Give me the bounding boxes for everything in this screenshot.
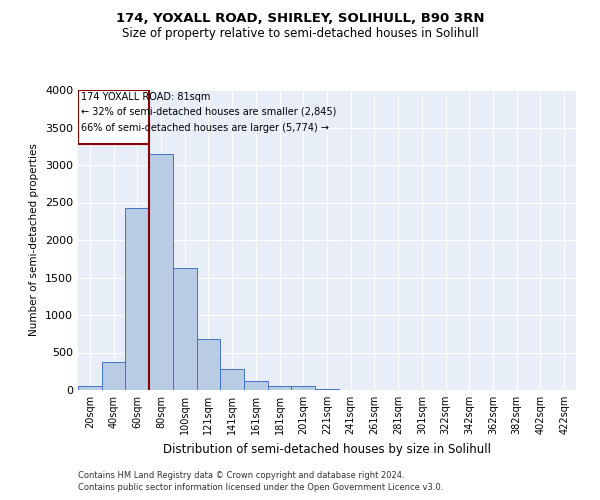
Y-axis label: Number of semi-detached properties: Number of semi-detached properties xyxy=(29,144,40,336)
Text: ← 32% of semi-detached houses are smaller (2,845): ← 32% of semi-detached houses are smalle… xyxy=(81,106,336,117)
Bar xyxy=(315,389,339,390)
Bar xyxy=(292,386,315,390)
Bar xyxy=(244,380,268,390)
Bar xyxy=(78,90,149,144)
Bar xyxy=(102,362,125,390)
Text: 66% of semi-detached houses are larger (5,774) →: 66% of semi-detached houses are larger (… xyxy=(81,123,329,133)
Text: Contains HM Land Registry data © Crown copyright and database right 2024.: Contains HM Land Registry data © Crown c… xyxy=(78,471,404,480)
Bar xyxy=(78,386,102,390)
Text: Size of property relative to semi-detached houses in Solihull: Size of property relative to semi-detach… xyxy=(122,28,478,40)
Text: 174, YOXALL ROAD, SHIRLEY, SOLIHULL, B90 3RN: 174, YOXALL ROAD, SHIRLEY, SOLIHULL, B90… xyxy=(116,12,484,26)
Bar xyxy=(173,268,197,390)
Bar xyxy=(268,386,292,390)
Text: Contains public sector information licensed under the Open Government Licence v3: Contains public sector information licen… xyxy=(78,484,443,492)
Bar xyxy=(197,340,220,390)
X-axis label: Distribution of semi-detached houses by size in Solihull: Distribution of semi-detached houses by … xyxy=(163,442,491,456)
Bar xyxy=(149,154,173,390)
Bar xyxy=(220,370,244,390)
Bar xyxy=(125,208,149,390)
Text: 174 YOXALL ROAD: 81sqm: 174 YOXALL ROAD: 81sqm xyxy=(81,92,210,102)
